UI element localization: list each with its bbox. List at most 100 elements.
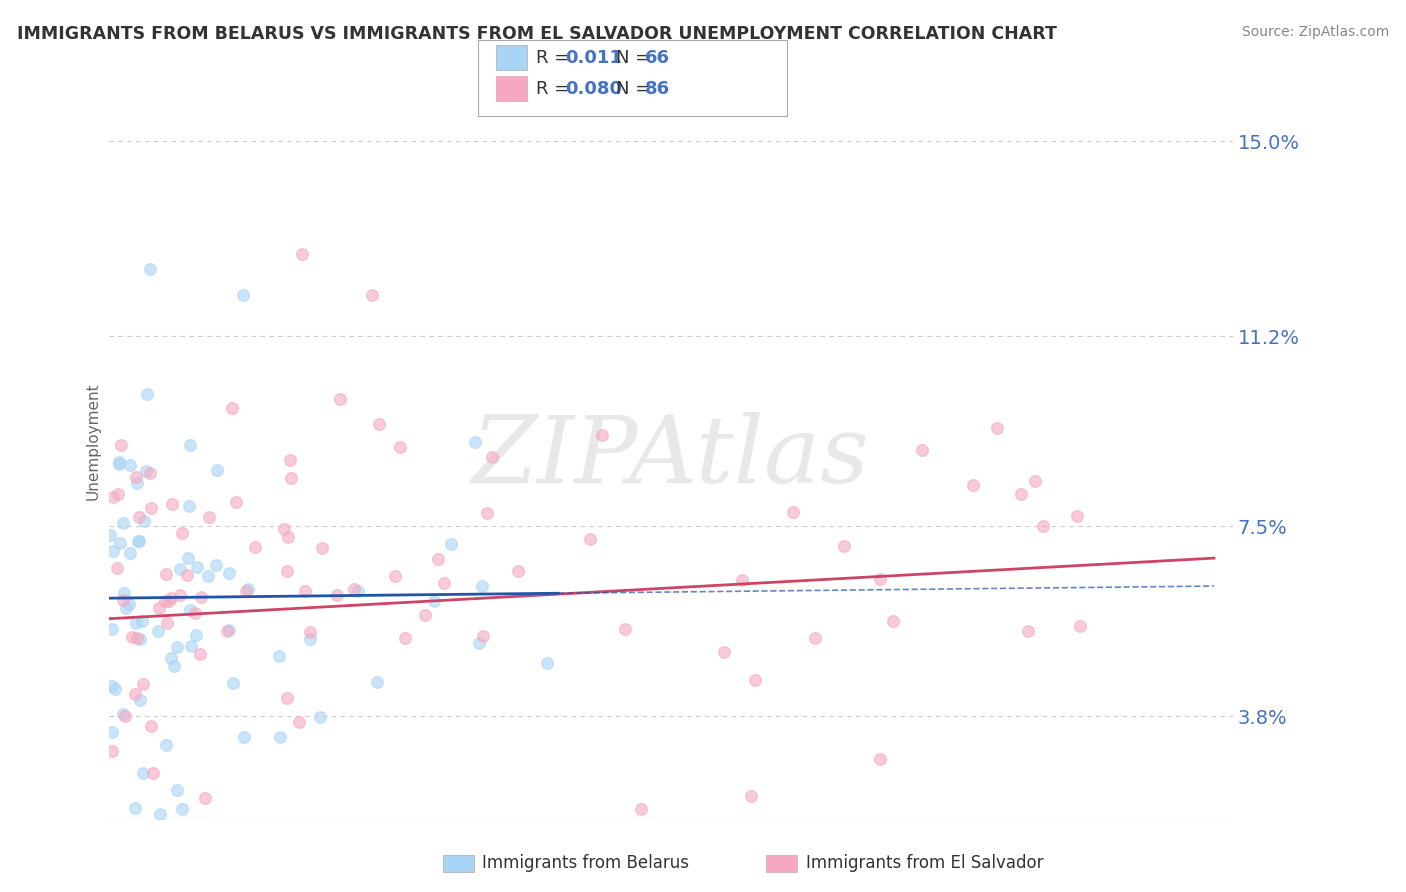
Text: 0.080: 0.080 (565, 80, 623, 98)
Point (177, 499, 200, 513)
Text: Immigrants from El Salvador: Immigrants from El Salvador (806, 855, 1043, 872)
Point (176, 568, 198, 582)
Point (235, 583, 257, 598)
Point (118, 598, 141, 612)
Point (713, 645, 735, 659)
Point (110, 536, 132, 550)
Point (986, 420, 1008, 434)
Point (326, 588, 349, 602)
Point (190, 590, 212, 604)
Point (278, 453, 301, 467)
Point (217, 624, 239, 638)
Text: 0.011: 0.011 (565, 48, 621, 67)
Point (276, 565, 298, 579)
Point (440, 537, 463, 551)
Point (389, 440, 412, 454)
Point (125, 476, 148, 491)
Point (832, 539, 855, 553)
Point (782, 505, 804, 519)
Point (163, 658, 186, 673)
Point (124, 801, 146, 815)
Point (536, 657, 558, 671)
Point (1069, 618, 1091, 632)
Point (299, 624, 322, 639)
Point (101, 743, 124, 757)
Point (112, 586, 135, 600)
Point (114, 708, 136, 723)
Point (160, 651, 183, 665)
Point (1024, 475, 1046, 489)
Point (361, 288, 384, 302)
Point (166, 783, 188, 797)
Point (179, 437, 201, 451)
Point (184, 628, 207, 642)
Point (288, 714, 311, 729)
Point (139, 262, 162, 277)
Point (291, 247, 314, 261)
Point (475, 506, 498, 520)
Point (104, 681, 127, 696)
Point (232, 288, 254, 302)
Point (155, 566, 177, 581)
Text: N =: N = (616, 48, 655, 67)
Point (238, 582, 260, 596)
Point (198, 509, 221, 524)
Point (882, 615, 904, 629)
Point (128, 534, 150, 549)
Text: N =: N = (616, 80, 655, 98)
Point (415, 607, 437, 622)
Point (125, 632, 148, 646)
Point (276, 691, 298, 706)
Point (366, 674, 388, 689)
Text: 86: 86 (645, 80, 671, 98)
Point (294, 584, 316, 599)
Text: Immigrants from Belarus: Immigrants from Belarus (482, 855, 689, 872)
Point (1010, 487, 1032, 501)
Point (962, 478, 984, 492)
Point (128, 693, 150, 707)
Point (731, 573, 754, 587)
Point (578, 532, 600, 546)
Point (506, 564, 529, 578)
Point (869, 572, 891, 586)
Point (148, 601, 170, 615)
Point (169, 562, 191, 576)
Point (127, 533, 149, 548)
Point (426, 552, 449, 566)
Point (172, 525, 194, 540)
Point (343, 582, 366, 596)
Point (157, 594, 180, 608)
Point (744, 673, 766, 687)
Point (243, 540, 266, 554)
Text: R =: R = (536, 80, 575, 98)
Point (132, 766, 155, 780)
Point (98, 528, 121, 542)
Point (134, 465, 156, 479)
Point (179, 603, 201, 617)
Point (471, 579, 494, 593)
Point (591, 427, 613, 442)
Point (205, 558, 228, 572)
Point (100, 623, 122, 637)
Point (422, 594, 444, 608)
Point (1017, 624, 1039, 638)
Point (1066, 508, 1088, 523)
Point (101, 679, 124, 693)
Point (160, 591, 183, 605)
Point (125, 615, 148, 630)
Point (125, 470, 148, 484)
Point (233, 730, 256, 744)
Point (1032, 519, 1054, 533)
Point (433, 575, 456, 590)
Point (267, 648, 290, 663)
Point (110, 438, 132, 452)
Point (114, 601, 136, 615)
Point (481, 450, 503, 465)
Point (177, 551, 200, 566)
Point (740, 789, 762, 803)
Point (467, 636, 489, 650)
Point (614, 623, 637, 637)
Point (121, 630, 143, 644)
Point (225, 495, 247, 509)
Point (112, 593, 135, 607)
